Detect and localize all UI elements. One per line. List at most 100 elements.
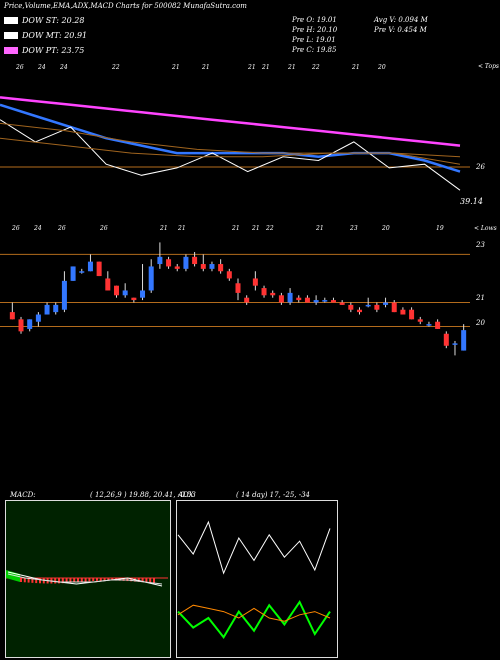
bottom-tick-label: 22 — [266, 225, 274, 232]
candle-body — [426, 324, 432, 326]
candle-body — [452, 343, 458, 345]
macd-histogram-bar — [39, 578, 41, 584]
macd-histogram-bar — [54, 578, 57, 584]
candle-body — [157, 256, 163, 265]
bottom-tick-label: 21 — [232, 225, 240, 232]
top-tick-label: 26 — [16, 64, 24, 71]
candle-body — [296, 297, 302, 301]
candle-body — [209, 264, 215, 269]
candle-body — [226, 271, 232, 279]
bottom-tick-label: 20 — [382, 225, 390, 232]
macd-params: ( 12,26,9 ) 19.88, 20.41, -0.53 — [90, 491, 196, 499]
top-tick-label: 21 — [288, 64, 296, 71]
candle-body — [400, 309, 406, 315]
candle-body — [374, 304, 380, 310]
candle-body — [35, 314, 41, 322]
legend-dow-pt: DOW PT: 23.75 — [4, 46, 84, 56]
macd-histogram-bar — [31, 578, 34, 583]
top-tick-label: 21 — [172, 64, 180, 71]
upper-axis-label: 26 — [476, 163, 485, 171]
candle-body — [409, 309, 415, 320]
macd-histogram-bar — [20, 578, 22, 582]
candle-body — [183, 256, 189, 269]
macd-histogram-bar — [153, 578, 155, 583]
adx-title: ADX — [178, 491, 194, 499]
candle-body — [244, 297, 250, 303]
macd-histogram-bar — [88, 578, 91, 582]
candle-body — [61, 280, 67, 310]
candle-body — [148, 266, 154, 291]
candle-body — [383, 302, 389, 305]
bottom-tick-label: 26 — [100, 225, 108, 232]
candle-body — [166, 259, 172, 267]
candle-body — [252, 278, 258, 286]
legend-swatch — [4, 17, 18, 24]
candle-body — [131, 297, 137, 301]
candle-axis-21: 21 — [476, 294, 485, 302]
macd-histogram-bar — [84, 578, 87, 582]
macd-histogram-bar — [141, 578, 144, 583]
candle-body — [270, 292, 276, 296]
candle-body — [261, 288, 267, 296]
chart-title: Price,Volume,EMA,ADX,MACD Charts for 500… — [4, 2, 247, 11]
candle-body — [330, 300, 336, 303]
legend-swatch — [4, 47, 18, 54]
bottom-tick-label: 23 — [350, 225, 358, 232]
macd-title: MACD: — [10, 491, 36, 499]
macd-histogram-bar — [107, 578, 110, 581]
adx-line — [177, 599, 331, 639]
candle-body — [461, 330, 467, 351]
legend-label: DOW MT: 20.91 — [22, 31, 88, 40]
legend-label: DOW PT: 23.75 — [22, 46, 85, 55]
legend-swatch — [4, 32, 18, 39]
macd-histogram-bar — [130, 578, 133, 582]
bottom-tick-label: 19 — [436, 225, 444, 232]
top-tick-label: 21 — [352, 64, 360, 71]
candle-body — [140, 290, 146, 298]
candle-body — [200, 264, 206, 269]
candle-body — [27, 319, 33, 329]
macd-histogram-bar — [122, 578, 125, 581]
lows-label: < Lows — [474, 225, 497, 232]
chart-title-text: Price,Volume,EMA,ADX,MACD Charts for 500… — [4, 2, 181, 10]
top-tick-label: 24 — [60, 64, 68, 71]
macd-histogram-bar — [80, 578, 83, 582]
candle-body — [278, 295, 284, 303]
legend-label: DOW ST: 20.28 — [22, 16, 85, 25]
candle-axis-23: 23 — [476, 241, 485, 249]
macd-histogram-bar — [35, 578, 38, 584]
macd-histogram-bar — [96, 578, 98, 581]
macd-histogram-bar — [73, 578, 76, 583]
upper-value-label: 39.14 — [460, 197, 483, 206]
macd-histogram-bar — [61, 578, 64, 584]
candle-body — [53, 304, 59, 313]
macd-histogram-bar — [145, 578, 148, 583]
adx-line — [177, 604, 331, 622]
candle-body — [96, 261, 102, 277]
candle-body — [304, 297, 310, 303]
candle-body — [87, 261, 93, 272]
adx-params: ( 14 day) 17, -25, -34 — [236, 491, 311, 499]
top-tick-label: 21 — [202, 64, 210, 71]
macd-histogram-bar — [77, 578, 79, 583]
candle-body — [218, 264, 224, 272]
candle-body — [357, 309, 363, 313]
candle-body — [70, 266, 76, 281]
candle-body — [122, 290, 128, 296]
candle-body — [113, 285, 119, 296]
top-tick-label: 24 — [38, 64, 46, 71]
top-tick-label: 21 — [262, 64, 270, 71]
candle-axis-20: 20 — [476, 319, 485, 327]
candle-body — [322, 300, 328, 302]
macd-histogram-bar — [92, 578, 95, 582]
bottom-tick-label: 21 — [316, 225, 324, 232]
pre-close: Pre C: 19.85 — [292, 46, 337, 54]
top-tick-label: 22 — [312, 64, 320, 71]
legend-dow-st: DOW ST: 20.28 — [4, 16, 84, 26]
macd-histogram-bar — [149, 578, 152, 583]
bottom-tick-label: 24 — [34, 225, 42, 232]
candle-body — [287, 292, 293, 303]
pre-low: Pre L: 19.01 — [292, 36, 336, 44]
